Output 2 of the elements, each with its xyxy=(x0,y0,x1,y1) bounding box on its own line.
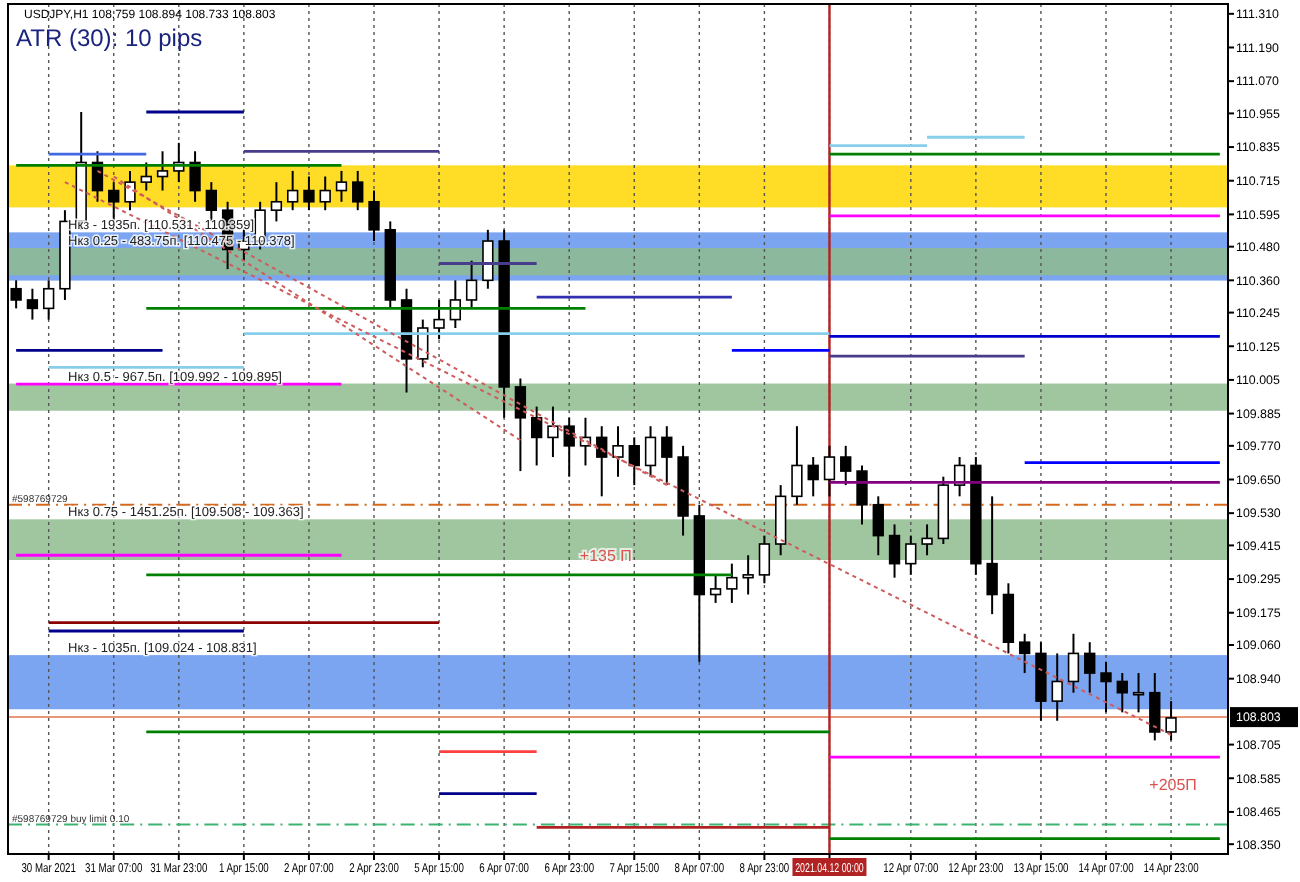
annotation: +205П xyxy=(1149,776,1198,795)
text: ATR (30): 10 pips xyxy=(16,24,203,52)
